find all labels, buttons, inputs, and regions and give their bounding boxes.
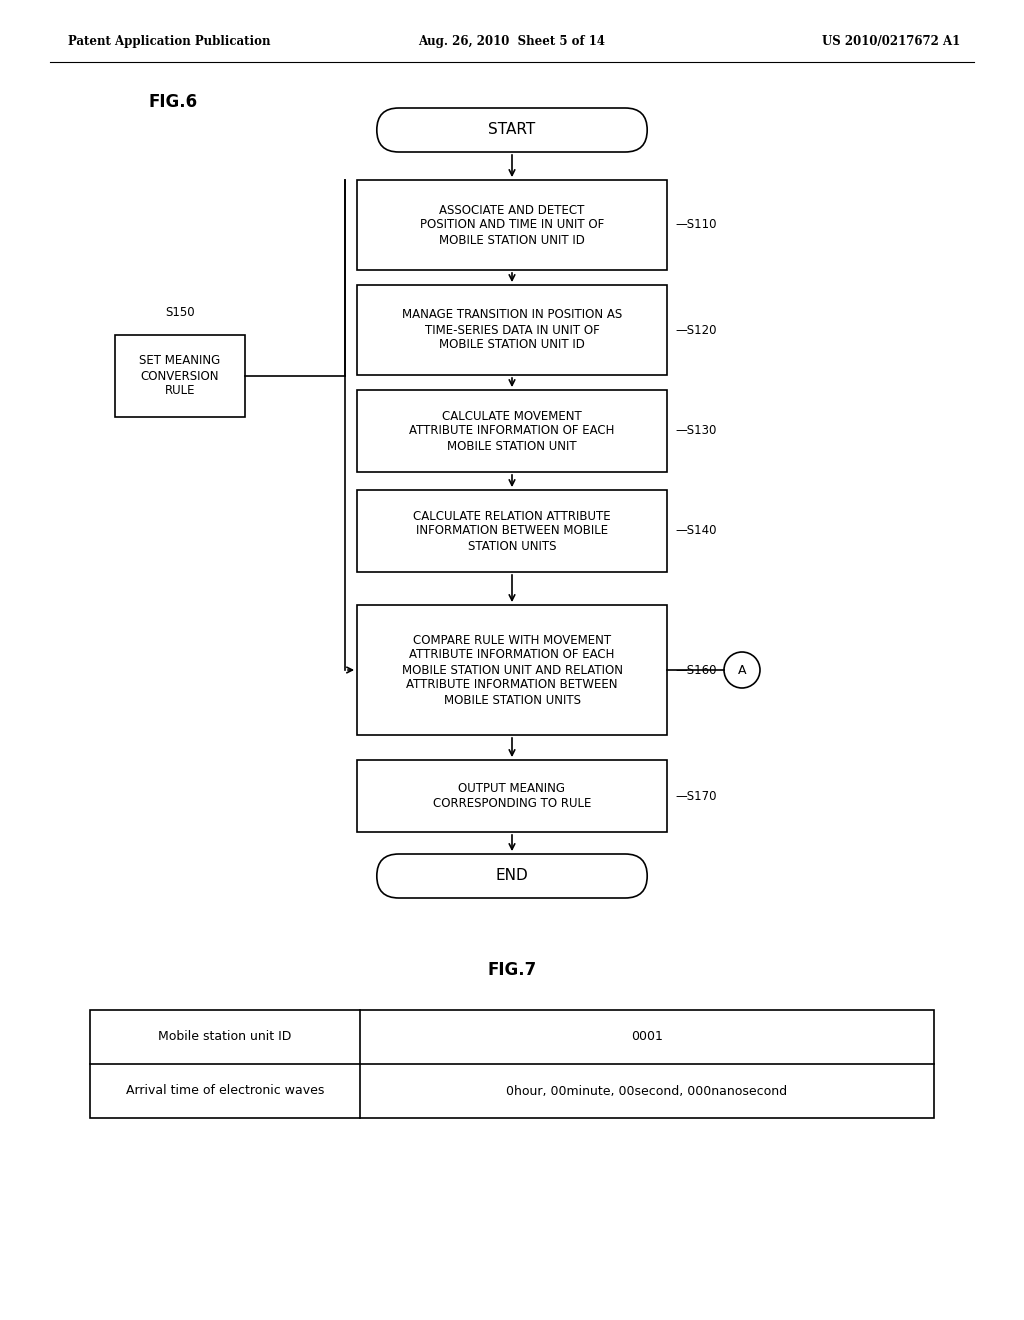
Text: —S160: —S160 <box>675 664 717 676</box>
Text: —S110: —S110 <box>675 219 717 231</box>
Bar <box>90 1010 934 1118</box>
Text: OUTPUT MEANING
CORRESPONDING TO RULE: OUTPUT MEANING CORRESPONDING TO RULE <box>433 781 591 810</box>
Text: Aug. 26, 2010  Sheet 5 of 14: Aug. 26, 2010 Sheet 5 of 14 <box>419 36 605 49</box>
Bar <box>357 389 667 473</box>
Text: —S170: —S170 <box>675 789 717 803</box>
Bar <box>357 490 667 572</box>
Bar <box>357 605 667 735</box>
Bar <box>357 180 667 271</box>
Text: MANAGE TRANSITION IN POSITION AS
TIME-SERIES DATA IN UNIT OF
MOBILE STATION UNIT: MANAGE TRANSITION IN POSITION AS TIME-SE… <box>401 309 623 351</box>
Text: 0001: 0001 <box>631 1031 663 1044</box>
Text: START: START <box>488 123 536 137</box>
Text: —S140: —S140 <box>675 524 717 537</box>
Text: FIG.6: FIG.6 <box>148 92 198 111</box>
Text: COMPARE RULE WITH MOVEMENT
ATTRIBUTE INFORMATION OF EACH
MOBILE STATION UNIT AND: COMPARE RULE WITH MOVEMENT ATTRIBUTE INF… <box>401 634 623 706</box>
Text: FIG.7: FIG.7 <box>487 961 537 979</box>
Text: Patent Application Publication: Patent Application Publication <box>68 36 270 49</box>
Text: S150: S150 <box>165 306 195 319</box>
FancyBboxPatch shape <box>377 108 647 152</box>
Bar <box>357 285 667 375</box>
Bar <box>115 335 245 417</box>
Text: SET MEANING
CONVERSION
RULE: SET MEANING CONVERSION RULE <box>139 355 220 397</box>
Text: —S130: —S130 <box>675 425 717 437</box>
Text: Arrival time of electronic waves: Arrival time of electronic waves <box>126 1085 325 1097</box>
Text: END: END <box>496 869 528 883</box>
Text: US 2010/0217672 A1: US 2010/0217672 A1 <box>821 36 961 49</box>
Text: CALCULATE MOVEMENT
ATTRIBUTE INFORMATION OF EACH
MOBILE STATION UNIT: CALCULATE MOVEMENT ATTRIBUTE INFORMATION… <box>410 409 614 453</box>
Text: 0hour, 00minute, 00second, 000nanosecond: 0hour, 00minute, 00second, 000nanosecond <box>507 1085 787 1097</box>
Text: Mobile station unit ID: Mobile station unit ID <box>159 1031 292 1044</box>
Text: A: A <box>737 664 746 676</box>
Text: ASSOCIATE AND DETECT
POSITION AND TIME IN UNIT OF
MOBILE STATION UNIT ID: ASSOCIATE AND DETECT POSITION AND TIME I… <box>420 203 604 247</box>
Bar <box>357 760 667 832</box>
Text: CALCULATE RELATION ATTRIBUTE
INFORMATION BETWEEN MOBILE
STATION UNITS: CALCULATE RELATION ATTRIBUTE INFORMATION… <box>414 510 610 553</box>
Text: —S120: —S120 <box>675 323 717 337</box>
FancyBboxPatch shape <box>377 854 647 898</box>
